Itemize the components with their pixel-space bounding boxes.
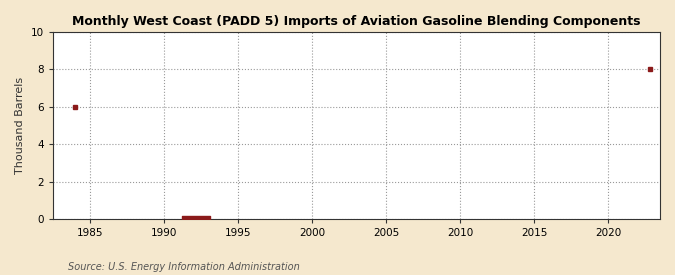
Title: Monthly West Coast (PADD 5) Imports of Aviation Gasoline Blending Components: Monthly West Coast (PADD 5) Imports of A… [72, 15, 641, 28]
Y-axis label: Thousand Barrels: Thousand Barrels [15, 77, 25, 174]
Text: Source: U.S. Energy Information Administration: Source: U.S. Energy Information Administ… [68, 262, 299, 272]
